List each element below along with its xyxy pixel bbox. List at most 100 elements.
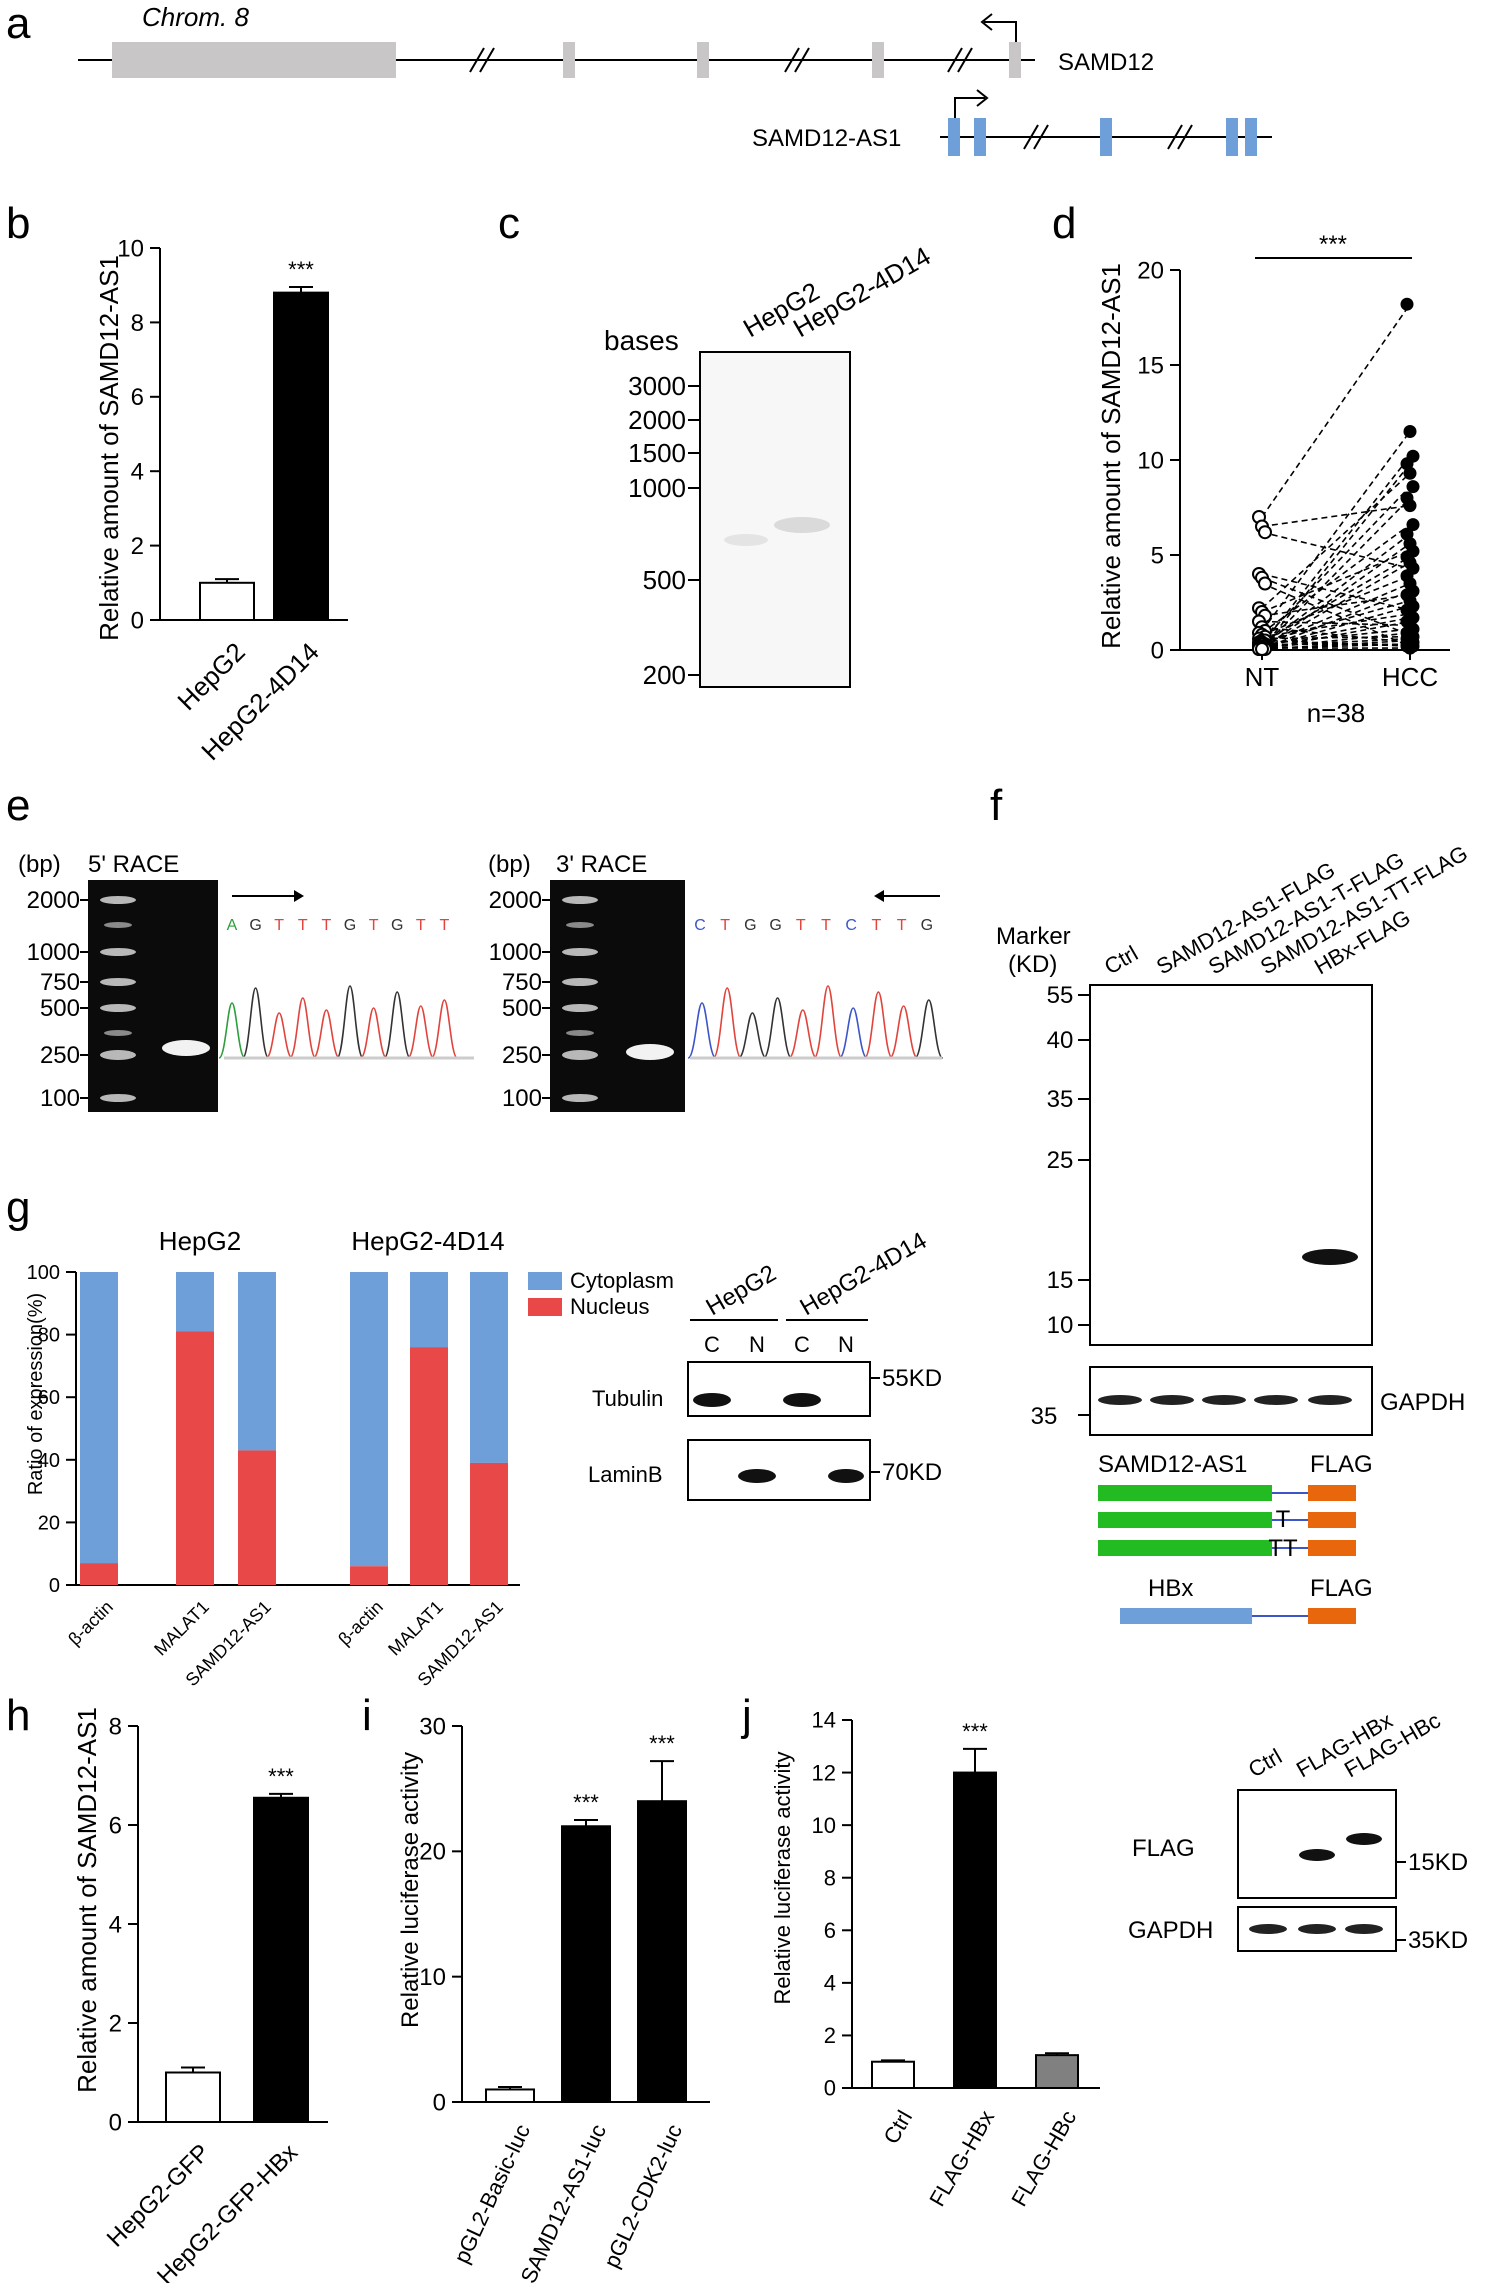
- g-bar-cytoplasm: [176, 1272, 214, 1332]
- jb-size-flag: 15KD: [1408, 1849, 1468, 1876]
- e5-marker-label: 2000: [27, 887, 80, 914]
- i-y-tick-label: 20: [419, 1839, 446, 1866]
- gb-tubulin-band: [783, 1393, 821, 1407]
- f-gapdh-band: [1098, 1395, 1142, 1405]
- e3-trace-peak: [737, 1012, 768, 1059]
- f-gapdh-band: [1150, 1395, 1194, 1405]
- j-bar: [1035, 2054, 1079, 2089]
- d-pair-line: [1261, 590, 1411, 650]
- j-y-tick-label: 14: [812, 1708, 836, 1733]
- g-category-label: MALAT1: [384, 1597, 447, 1660]
- j-significance: ***: [962, 1719, 988, 1744]
- d-pair-line: [1261, 573, 1411, 611]
- e3-ladder-band: [562, 978, 598, 986]
- d-point-nt: [1258, 576, 1272, 591]
- g-bar-nucleus: [410, 1347, 448, 1585]
- panel-label-a: a: [6, 0, 31, 48]
- panel-i-chart: 0 10 20 30 Relative luciferase activity pGL…: [397, 1713, 710, 2283]
- d-pair-line: [1261, 431, 1411, 632]
- b-significance: ***: [288, 257, 314, 282]
- samd12-exon: [697, 42, 709, 78]
- panel-label-d: d: [1052, 199, 1076, 248]
- e3-base-letter: G: [744, 917, 756, 934]
- g-y-tick-label: 100: [27, 1262, 60, 1284]
- d-pair-line: [1261, 620, 1411, 650]
- c-marker-label: 1500: [628, 438, 686, 468]
- f-mut-t: T: [1276, 1506, 1291, 1533]
- j-y-tick-label: 0: [824, 2076, 836, 2101]
- i-y-axis-label: Relative luciferase activity: [397, 1752, 424, 2028]
- d-pair-line: [1261, 303, 1411, 518]
- f-hbx-tag-label: FLAG: [1310, 1575, 1373, 1602]
- e3-marker-label: 2000: [489, 887, 542, 914]
- d-point-hcc: [1403, 499, 1417, 513]
- e5-ladder-band: [100, 978, 136, 986]
- d-point-hcc: [1406, 480, 1420, 494]
- e5-base-letter: G: [344, 917, 356, 934]
- e5-trace-peak: [336, 985, 364, 1059]
- samd12-tss-arrowhead: [980, 13, 993, 31]
- h-y-tick-label: 6: [109, 1812, 122, 1839]
- jb-gapdh-band: [1345, 1924, 1383, 1934]
- g-group-label-hepg2-4d14: HepG2-4D14: [351, 1226, 504, 1256]
- e3-trace-peak: [863, 991, 894, 1059]
- g-bar-cytoplasm: [350, 1272, 388, 1567]
- e3-unit: (bp): [488, 851, 531, 878]
- f-marker-label: 15: [1047, 1267, 1074, 1294]
- gb-tubulin-blot: [687, 1361, 871, 1417]
- g-y-tick-label: 20: [38, 1512, 60, 1534]
- g-bar-cytoplasm: [80, 1272, 118, 1564]
- e5-ladder-band: [100, 1094, 136, 1102]
- panel-g-fractionation: HepG2 HepG2-4D14 0 20 40 60 80 100 Ratio of e…: [25, 1226, 942, 1690]
- samd12-as1-gene-label: SAMD12-AS1: [752, 125, 901, 152]
- f-construct-tt: TT: [1098, 1535, 1356, 1562]
- samd12-exon: [872, 42, 884, 78]
- e3-trace-peak: [813, 985, 843, 1059]
- d-y-tick-label: 0: [1151, 637, 1164, 664]
- d-pair-line: [1261, 455, 1411, 645]
- c-blot-image: [699, 351, 851, 688]
- e3-ladder-band: [562, 1004, 598, 1012]
- d-pair-line: [1261, 533, 1411, 647]
- d-pair-line: [1261, 605, 1411, 649]
- f-mut-tt: TT: [1268, 1535, 1298, 1562]
- jb-flag-band: [1346, 1833, 1382, 1845]
- e3-base-letter: G: [921, 917, 933, 934]
- e5-base-letter: T: [298, 917, 308, 934]
- e5-base-letter: T: [322, 917, 332, 934]
- g-legend-swatch-nucleus: [528, 1298, 562, 1316]
- f-construct-hbx: [1120, 1608, 1356, 1624]
- panel-f-western: Marker (KD) Ctrl SAMD12-AS1-FLAGSAMD12-AS…: [996, 840, 1472, 1624]
- g-bar-nucleus: [80, 1563, 118, 1585]
- samd12-as1-exon: [948, 118, 960, 156]
- e5-gel-image: [88, 880, 218, 1112]
- f-construct-t: T: [1098, 1506, 1356, 1533]
- e3-trace-peak: [788, 1009, 818, 1059]
- e3-trace-peak: [712, 987, 742, 1059]
- panel-label-f: f: [990, 781, 1003, 830]
- samd12-gene-label: SAMD12: [1058, 49, 1154, 76]
- j-y-tick-label: 12: [812, 1760, 836, 1785]
- b-y-axis-label: Relative amount of SAMD12-AS1: [94, 255, 124, 641]
- samd12-as1-exon: [974, 118, 986, 156]
- d-pair-line: [1261, 613, 1411, 638]
- e3-ladder-band: [566, 1030, 594, 1036]
- gb-group-hepg2: HepG2: [702, 1260, 781, 1321]
- samd12-exon: [1009, 42, 1021, 78]
- gb-size-laminb: 70KD: [882, 1459, 942, 1486]
- f-marker-title: Marker: [996, 923, 1071, 950]
- d-pair-line: [1261, 556, 1411, 644]
- d-point-hcc: [1403, 641, 1417, 655]
- e5-ladder-band: [100, 896, 136, 904]
- e3-ladder-band: [562, 896, 598, 904]
- gb-lane-label: N: [749, 1332, 765, 1357]
- samd12-exon-large: [112, 42, 396, 78]
- d-pair-line: [1261, 632, 1411, 649]
- b-bar: [199, 581, 255, 621]
- f-lane-labels: Ctrl SAMD12-AS1-FLAGSAMD12-AS1-T-FLAGSAMD…: [1100, 840, 1472, 979]
- f-marker-unit: (KD): [1008, 951, 1057, 978]
- e5-marker-label: 250: [40, 1042, 80, 1069]
